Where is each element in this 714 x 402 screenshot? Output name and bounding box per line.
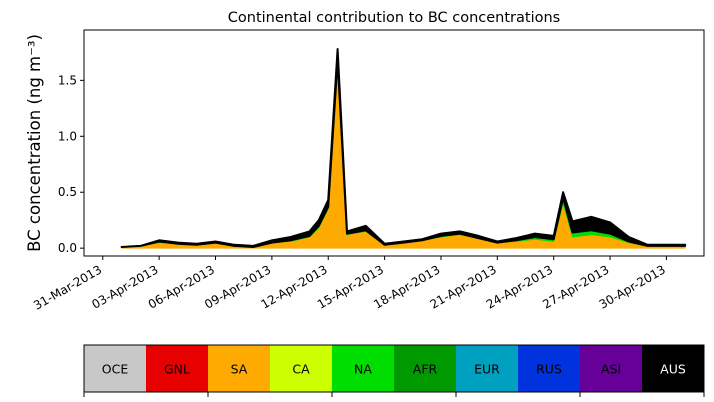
legend-label-rus: RUS [536,362,562,377]
legend-label-oce: OCE [102,362,129,377]
legend-label-gnl: GNL [164,362,190,377]
legend-swatch-ca [270,345,333,392]
y-tick-label: 0.0 [58,241,77,255]
x-axis: 31-Mar-201303-Apr-201306-Apr-201309-Apr-… [31,256,668,313]
legend-label-eur: EUR [474,362,500,377]
legend-swatch-rus [518,345,581,392]
y-tick-label: 1.5 [58,73,77,87]
legend-swatch-gnl [146,345,209,392]
legend-swatch-aus [642,345,705,392]
legend-label-sa: SA [231,362,248,377]
series-area-aus [120,48,687,248]
chart-title: Continental contribution to BC concentra… [228,10,560,26]
legend-swatch-eur [456,345,519,392]
legend-swatch-na [332,345,395,392]
legend-frame [83,344,705,393]
stacked-areas [120,48,687,249]
legend-swatch-asi [580,345,643,392]
legend-label-ca: CA [292,362,310,377]
y-axis: 0.0 0.5 1.0 1.5 [58,73,84,255]
y-tick-label: 0.5 [58,185,77,199]
legend-swatch-sa [208,345,271,392]
plot-frame [83,29,705,257]
legend-label-aus: AUS [660,362,686,377]
y-axis-label: BC concentration (ng m⁻³) [25,34,44,252]
y-tick-label: 1.0 [58,129,77,143]
legend-label-afr: AFR [413,362,438,377]
legend-label-na: NA [354,362,372,377]
legend-swatch-oce [84,345,147,392]
legend-label-asi: ASI [601,362,621,377]
legend-colorbar: OCE GNL SA CA NA AFR EUR RUS ASI AUS [83,344,705,397]
legend-swatch-afr [394,345,457,392]
